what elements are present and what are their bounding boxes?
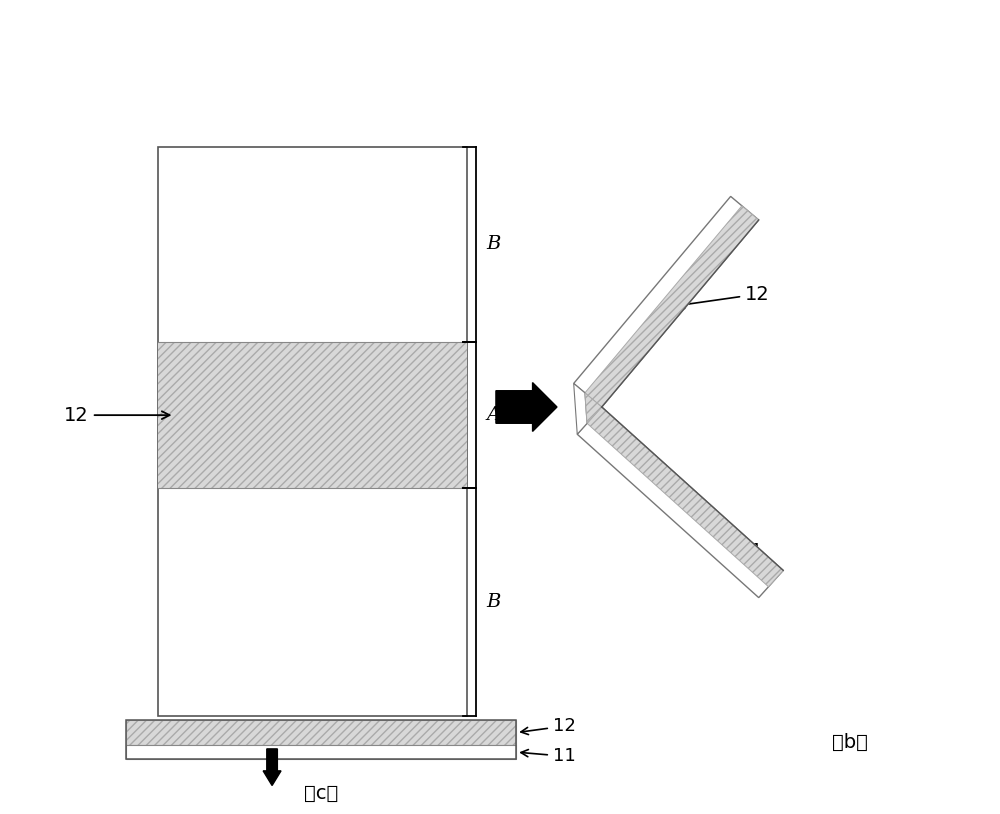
Text: 12: 12 xyxy=(521,717,576,735)
Text: 11: 11 xyxy=(521,747,576,765)
Polygon shape xyxy=(587,407,783,587)
Text: （b）: （b） xyxy=(832,733,868,751)
Text: （c）: （c） xyxy=(304,784,338,803)
Polygon shape xyxy=(585,206,759,407)
Bar xyxy=(126,745,516,759)
Text: （a）: （a） xyxy=(328,741,363,759)
Text: B: B xyxy=(486,593,501,611)
FancyArrow shape xyxy=(496,383,557,431)
Polygon shape xyxy=(574,196,759,407)
Bar xyxy=(126,720,516,745)
Text: 12: 12 xyxy=(64,405,170,425)
Bar xyxy=(158,342,467,488)
Text: B: B xyxy=(486,235,501,253)
Polygon shape xyxy=(585,393,602,423)
Bar xyxy=(158,147,467,716)
Text: 12: 12 xyxy=(676,285,770,309)
Text: 11: 11 xyxy=(686,520,764,561)
Bar xyxy=(126,720,516,759)
Text: A: A xyxy=(486,406,500,424)
FancyArrow shape xyxy=(263,749,281,786)
Polygon shape xyxy=(577,407,783,597)
Polygon shape xyxy=(574,383,587,434)
